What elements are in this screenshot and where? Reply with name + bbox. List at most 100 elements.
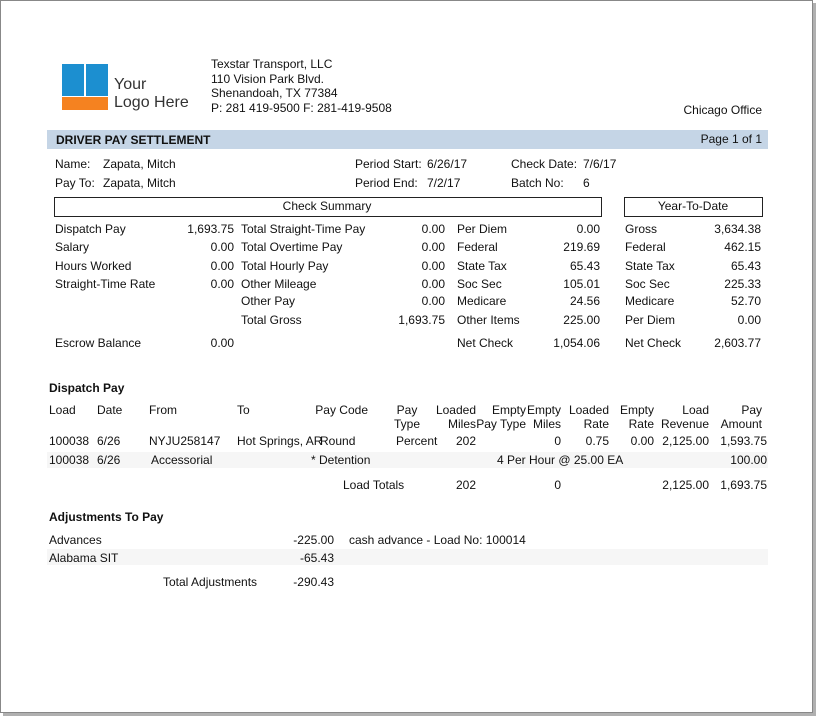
totals-value: 1,693.75 xyxy=(720,478,767,492)
summary-label: Total Hourly Pay xyxy=(241,259,329,273)
ytd-value: 3,634.38 xyxy=(714,222,761,236)
summary-label: Net Check xyxy=(457,336,514,350)
column-header: Pay Code xyxy=(315,403,368,417)
column-header: Empty xyxy=(491,403,526,417)
summary-label: State Tax xyxy=(457,259,507,273)
summary-label: Medicare xyxy=(457,294,507,308)
summary-value: 0.00 xyxy=(210,240,234,254)
cell: Hot Springs, AR xyxy=(237,434,323,448)
summary-value: 0.00 xyxy=(421,294,445,308)
ytd-label: State Tax xyxy=(625,259,675,273)
summary-value: 1,054.06 xyxy=(553,336,600,350)
column-header: Pay xyxy=(741,403,762,417)
company-name: Texstar Transport, LLC xyxy=(211,57,333,71)
ytd-value: 65.43 xyxy=(730,259,761,273)
cell: Round xyxy=(320,434,356,448)
box-title: Check Summary xyxy=(282,199,372,213)
totals-value: 0 xyxy=(554,478,561,492)
summary-value: 0.00 xyxy=(210,259,234,273)
summary-value: 0.00 xyxy=(421,222,445,236)
column-header: Load xyxy=(682,403,709,417)
totals-value: 2,125.00 xyxy=(662,478,709,492)
cell: 100038 xyxy=(49,434,90,448)
column-header: Miles xyxy=(532,417,561,431)
logo-text: Your xyxy=(114,76,147,93)
summary-label: Other Mileage xyxy=(241,277,317,291)
ytd-value: 52.70 xyxy=(730,294,761,308)
info-batch-label: Batch No: xyxy=(511,176,564,190)
summary-value: 0.00 xyxy=(210,336,234,350)
column-header: Revenue xyxy=(660,417,709,431)
info-period-start: 6/26/17 xyxy=(427,157,468,171)
summary-label: Soc Sec xyxy=(457,277,502,291)
check-summary-box xyxy=(54,197,602,217)
cell: 0.00 xyxy=(630,434,654,448)
info-check-date-label: Check Date: xyxy=(511,157,578,171)
summary-value: 1,693.75 xyxy=(187,222,234,236)
row-shade xyxy=(47,452,768,468)
column-header: Type xyxy=(393,417,420,431)
total-label: Total Adjustments xyxy=(163,575,258,589)
total-value: -290.43 xyxy=(293,575,334,589)
summary-label: Other Items xyxy=(457,313,520,327)
ytd-label: Federal xyxy=(625,240,666,254)
logo-square xyxy=(62,64,84,96)
totals-label: Load Totals xyxy=(343,478,405,492)
cell: 6/26 xyxy=(97,434,121,448)
summary-label: Hours Worked xyxy=(55,259,132,273)
company-phones: P: 281 419-9500 F: 281-419-9508 xyxy=(211,101,392,116)
summary-label: Per Diem xyxy=(457,222,508,236)
cell: 202 xyxy=(456,434,477,448)
info-check-date: 7/6/17 xyxy=(583,157,617,171)
cell: NYJU258147 xyxy=(149,434,221,448)
adjustment-label: Alabama SIT xyxy=(49,551,119,565)
column-header: Empty xyxy=(526,403,561,417)
ytd-label: Soc Sec xyxy=(625,277,670,291)
box-title: Year-To-Date xyxy=(657,199,729,213)
summary-label: Total Gross xyxy=(241,313,302,327)
cell: * Detention xyxy=(311,453,371,467)
cell: Percent xyxy=(396,434,438,448)
column-header: From xyxy=(149,403,177,417)
summary-label: Federal xyxy=(457,240,498,254)
cell: 0.75 xyxy=(585,434,609,448)
summary-label: Total Straight-Time Pay xyxy=(241,222,366,236)
summary-label: Straight-Time Rate xyxy=(55,277,156,291)
column-header: To xyxy=(237,403,250,417)
summary-label: Dispatch Pay xyxy=(55,222,126,236)
summary-value: 0.00 xyxy=(421,259,445,273)
logo-square xyxy=(86,64,108,96)
column-header: Miles xyxy=(447,417,476,431)
info-period-end: 7/2/17 xyxy=(427,176,461,190)
section-title: Dispatch Pay xyxy=(49,381,125,395)
cell: 6/26 xyxy=(97,453,121,467)
summary-label: Other Pay xyxy=(241,294,296,308)
column-header: Loaded xyxy=(568,403,609,417)
summary-value: 0.00 xyxy=(576,222,600,236)
adjustment-amount: -225.00 xyxy=(293,533,334,547)
summary-value: 225.00 xyxy=(563,313,600,327)
ytd-label: Net Check xyxy=(625,336,682,350)
logo-text: Logo Here xyxy=(114,94,189,111)
summary-value: 24.56 xyxy=(569,294,600,308)
summary-label: Escrow Balance xyxy=(55,336,142,350)
column-header: Pay xyxy=(396,403,418,417)
ytd-label: Medicare xyxy=(625,294,675,308)
company-address: 110 Vision Park Blvd. xyxy=(211,71,324,86)
title-bar xyxy=(47,130,768,149)
column-header: Empty xyxy=(619,403,654,417)
report-title: DRIVER PAY SETTLEMENT xyxy=(56,133,211,147)
info-pay-to-label: Pay To: xyxy=(55,176,95,190)
cell: 1,593.75 xyxy=(720,434,767,448)
row-shade xyxy=(47,549,768,565)
summary-value: 105.01 xyxy=(563,277,600,291)
summary-label: Total Overtime Pay xyxy=(241,240,343,254)
ytd-value: 225.33 xyxy=(724,277,761,291)
ytd-value: 2,603.77 xyxy=(714,336,761,350)
info-period-start-label: Period Start: xyxy=(355,157,422,171)
info-period-end-label: Period End: xyxy=(355,176,418,190)
cell: 4 Per Hour @ 25.00 EA xyxy=(497,453,624,467)
summary-value: 219.69 xyxy=(563,240,600,254)
